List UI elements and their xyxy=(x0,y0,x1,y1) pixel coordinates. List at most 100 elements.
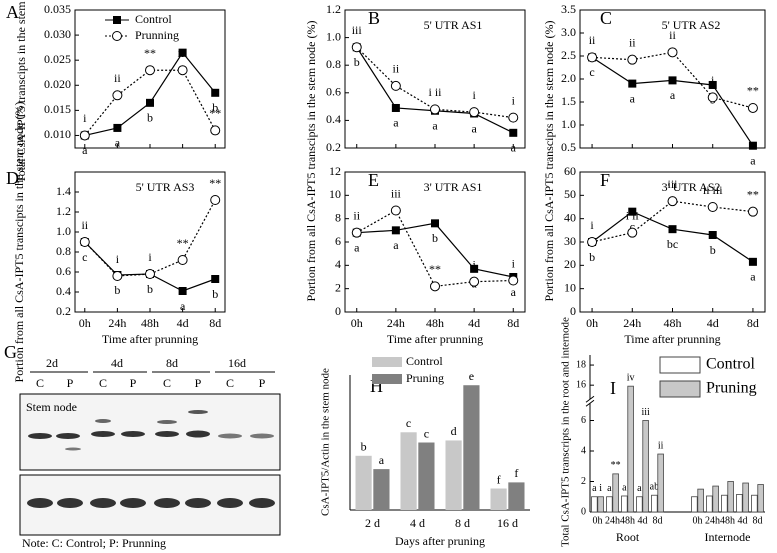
point-label: b xyxy=(114,283,120,297)
panel-letter: F xyxy=(600,170,610,190)
x-tick-label: 0h xyxy=(593,515,603,526)
y-tick-label: 1.0 xyxy=(326,29,341,43)
point-label: a xyxy=(82,143,88,157)
point-label: f xyxy=(497,472,501,486)
point-label: a xyxy=(670,88,676,102)
marker xyxy=(211,88,220,97)
point-label: ab xyxy=(650,482,659,493)
point-label: ii xyxy=(393,62,400,76)
bar xyxy=(373,469,390,510)
marker xyxy=(177,65,188,76)
point-label: b xyxy=(710,243,716,257)
legend-swatch xyxy=(659,356,701,374)
point-label: ** xyxy=(747,187,759,201)
y-axis-label: CsA-IPT5/Actin in the stem node xyxy=(320,368,332,516)
marker xyxy=(210,125,221,136)
panel: D 5' UTR AS3 Portion from all CsA-IPT5 tra… xyxy=(6,102,226,382)
panel-letter: A xyxy=(6,2,19,22)
point-label: ii xyxy=(658,440,664,451)
marker xyxy=(211,275,220,283)
bar xyxy=(400,432,417,510)
blot-panel: G 2d 4d 8d 16d Stem node Note: C: Contro… xyxy=(4,342,281,550)
marker xyxy=(707,202,718,212)
marker xyxy=(708,231,717,239)
bar xyxy=(597,496,604,513)
y-tick-label: 0.6 xyxy=(326,85,341,99)
marker xyxy=(587,237,598,247)
y-tick-label: 3.0 xyxy=(561,25,576,39)
x-tick-label: 2 d xyxy=(365,516,380,530)
marker xyxy=(469,107,480,118)
marker xyxy=(351,227,362,238)
day-label: 2d xyxy=(46,356,58,370)
x-tick-label: 48h xyxy=(426,316,444,330)
y-tick-label: 1.0 xyxy=(56,224,71,238)
x-tick-label: 8d xyxy=(507,316,519,330)
point-label: a xyxy=(115,136,121,150)
marker xyxy=(79,130,90,141)
bar xyxy=(651,494,658,513)
point-label: i xyxy=(512,93,516,107)
marker xyxy=(145,65,155,76)
x-axis-label: Time after prunning xyxy=(387,332,483,346)
legend-label: Control xyxy=(406,354,443,368)
day-label: 16d xyxy=(228,356,246,370)
marker xyxy=(509,128,518,137)
marker xyxy=(351,42,362,53)
point-label: ii xyxy=(669,28,676,42)
point-label: c xyxy=(589,65,594,79)
marker xyxy=(747,102,758,113)
lane-label: C xyxy=(99,376,107,390)
bar xyxy=(742,482,749,513)
marker xyxy=(391,103,400,112)
point-label: iii xyxy=(667,177,678,191)
bar xyxy=(712,485,719,513)
chart-title: 5' UTR AS3 xyxy=(136,180,195,194)
series-line xyxy=(356,209,514,287)
bar xyxy=(727,481,734,513)
legend-label: Prunning xyxy=(135,28,179,42)
y-tick-label: 0.010 xyxy=(44,127,71,141)
bar xyxy=(736,494,743,513)
point-label: ii xyxy=(589,33,596,47)
bar xyxy=(355,455,372,510)
x-tick-label: 24h xyxy=(605,515,620,526)
marker xyxy=(707,92,718,103)
bar xyxy=(606,496,613,513)
marker xyxy=(112,271,123,281)
marker xyxy=(748,141,757,150)
x-tick-label: 4d xyxy=(177,316,189,330)
point-label: a xyxy=(750,270,756,284)
y-tick-label: 4 xyxy=(335,257,341,271)
x-axis-label: Time after prunning xyxy=(624,332,720,346)
marker xyxy=(390,80,401,91)
legend-swatch xyxy=(372,374,402,384)
point-label: b xyxy=(589,250,595,264)
x-axis-label: Days after pruning xyxy=(395,534,485,548)
y-tick-label: 50 xyxy=(564,187,576,201)
legend-label: Control xyxy=(706,356,755,373)
marker xyxy=(668,76,677,85)
legend-swatch xyxy=(372,357,402,367)
y-tick-label: 10 xyxy=(564,280,576,294)
x-tick-label: 24h xyxy=(108,316,126,330)
axis-break xyxy=(585,395,595,403)
x-tick-label: 8d xyxy=(209,316,221,330)
legend-label: Pruning xyxy=(406,371,444,385)
point-label: bc xyxy=(667,237,678,251)
y-tick-label: 0.4 xyxy=(56,284,71,298)
point-label: b xyxy=(212,101,218,115)
bar xyxy=(642,420,649,513)
point-label: ii iii xyxy=(703,183,723,197)
y-tick-label: 30 xyxy=(564,234,576,248)
point-label: a xyxy=(432,118,438,132)
point-label: i xyxy=(590,218,594,232)
point-label: ii xyxy=(353,208,360,222)
marker xyxy=(747,206,758,217)
marker xyxy=(508,275,519,286)
y-tick-label: 6 xyxy=(581,415,586,426)
point-label: a xyxy=(607,483,612,494)
legend-swatch xyxy=(659,380,701,398)
marker xyxy=(145,269,155,279)
marker xyxy=(113,123,122,132)
